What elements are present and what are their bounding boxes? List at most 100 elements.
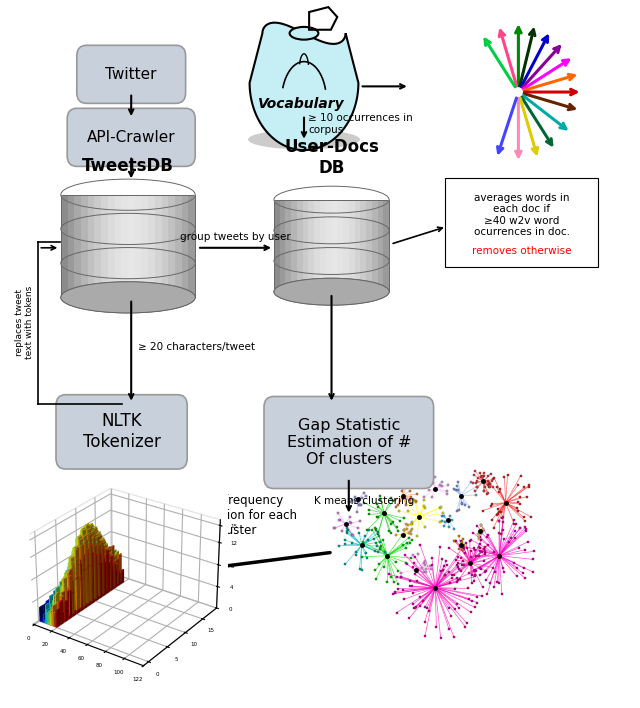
Ellipse shape: [248, 130, 360, 149]
Polygon shape: [81, 308, 89, 310]
Polygon shape: [285, 299, 291, 301]
Polygon shape: [61, 195, 68, 297]
Polygon shape: [366, 200, 372, 292]
Polygon shape: [158, 207, 168, 209]
Polygon shape: [276, 204, 281, 206]
Polygon shape: [378, 206, 383, 207]
Polygon shape: [158, 310, 168, 312]
Polygon shape: [148, 195, 155, 297]
Polygon shape: [382, 296, 387, 298]
Polygon shape: [378, 298, 383, 299]
Polygon shape: [382, 204, 387, 206]
Polygon shape: [148, 277, 159, 278]
Polygon shape: [357, 302, 365, 304]
Polygon shape: [274, 200, 275, 202]
Polygon shape: [68, 202, 74, 204]
Polygon shape: [280, 200, 285, 292]
Polygon shape: [291, 200, 297, 292]
Polygon shape: [122, 195, 128, 297]
Polygon shape: [357, 210, 365, 212]
Polygon shape: [308, 200, 314, 292]
Polygon shape: [81, 274, 89, 275]
Polygon shape: [337, 200, 343, 292]
Polygon shape: [148, 243, 159, 244]
Polygon shape: [175, 272, 182, 274]
Polygon shape: [298, 210, 306, 212]
Polygon shape: [188, 200, 192, 202]
Polygon shape: [276, 296, 281, 298]
Text: replaces tweet
text with tokens: replaces tweet text with tokens: [15, 286, 34, 360]
Polygon shape: [167, 274, 175, 275]
Text: ≥ 10 occurrences in
corpus: ≥ 10 occurrences in corpus: [308, 113, 413, 135]
Polygon shape: [194, 263, 195, 266]
Polygon shape: [280, 206, 285, 207]
Polygon shape: [74, 272, 81, 274]
Polygon shape: [365, 301, 372, 302]
Polygon shape: [274, 261, 275, 263]
Polygon shape: [148, 311, 159, 312]
Polygon shape: [68, 236, 74, 238]
Polygon shape: [97, 208, 108, 210]
Polygon shape: [298, 302, 306, 304]
Polygon shape: [61, 195, 62, 197]
Polygon shape: [182, 202, 188, 204]
Text: group tweets by user: group tweets by user: [180, 232, 291, 242]
Polygon shape: [81, 240, 89, 241]
Polygon shape: [276, 265, 281, 267]
Text: Gap Statistic
Estimation of #
Of clusters: Gap Statistic Estimation of # Of cluster…: [287, 418, 411, 467]
Text: NLTK
Tokenizer: NLTK Tokenizer: [83, 413, 161, 451]
Polygon shape: [64, 302, 68, 304]
Polygon shape: [365, 270, 372, 272]
Text: API-Crawler: API-Crawler: [87, 130, 175, 145]
Polygon shape: [365, 209, 372, 210]
Polygon shape: [95, 195, 101, 297]
Polygon shape: [167, 308, 175, 310]
Polygon shape: [155, 195, 161, 297]
Polygon shape: [386, 263, 388, 266]
Polygon shape: [378, 200, 383, 292]
Polygon shape: [275, 232, 277, 234]
Polygon shape: [305, 273, 314, 274]
Polygon shape: [74, 204, 81, 206]
Polygon shape: [297, 200, 303, 292]
Polygon shape: [285, 238, 291, 240]
Polygon shape: [314, 200, 320, 292]
Ellipse shape: [61, 282, 195, 313]
Polygon shape: [108, 195, 115, 297]
Polygon shape: [61, 197, 65, 200]
Text: removes otherwise: removes otherwise: [472, 246, 572, 256]
Polygon shape: [386, 202, 388, 204]
Polygon shape: [61, 297, 62, 299]
Polygon shape: [182, 270, 188, 273]
Polygon shape: [194, 195, 195, 197]
Polygon shape: [194, 297, 195, 299]
Polygon shape: [280, 267, 285, 269]
Text: User-Docs
DB: User-Docs DB: [284, 138, 379, 177]
Polygon shape: [349, 242, 358, 243]
Text: Twitter: Twitter: [106, 67, 157, 82]
Polygon shape: [291, 270, 298, 272]
Polygon shape: [167, 240, 175, 241]
Polygon shape: [275, 202, 277, 204]
Polygon shape: [161, 195, 168, 297]
Polygon shape: [175, 195, 182, 297]
Polygon shape: [378, 236, 383, 239]
Polygon shape: [388, 200, 389, 202]
Polygon shape: [68, 195, 74, 297]
Polygon shape: [191, 197, 195, 200]
Polygon shape: [274, 292, 275, 294]
Polygon shape: [274, 200, 280, 292]
FancyBboxPatch shape: [77, 45, 186, 103]
Polygon shape: [291, 301, 298, 302]
Polygon shape: [64, 234, 68, 236]
Polygon shape: [168, 195, 175, 297]
Polygon shape: [250, 23, 358, 150]
Polygon shape: [88, 195, 95, 297]
Polygon shape: [88, 207, 98, 209]
Polygon shape: [298, 241, 306, 242]
Polygon shape: [357, 272, 365, 273]
Polygon shape: [64, 268, 68, 270]
Polygon shape: [61, 299, 65, 302]
Polygon shape: [372, 200, 378, 292]
Polygon shape: [128, 195, 135, 297]
